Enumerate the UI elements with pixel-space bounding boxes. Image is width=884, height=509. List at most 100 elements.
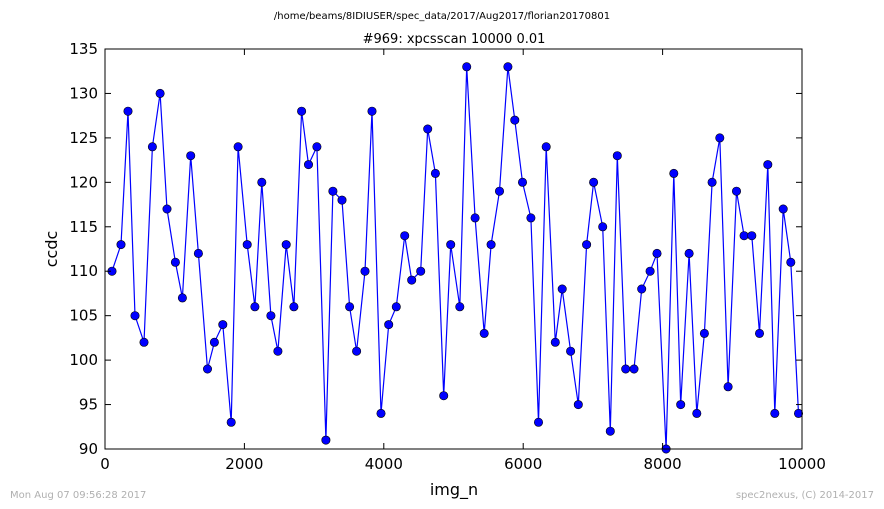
data-point xyxy=(573,400,583,410)
data-point xyxy=(778,204,788,214)
data-point xyxy=(242,240,252,250)
x-tick-label: 2000 xyxy=(225,455,263,473)
data-point xyxy=(541,142,551,152)
data-point xyxy=(170,257,180,267)
data-point xyxy=(123,106,133,116)
data-point xyxy=(455,302,465,312)
data-point xyxy=(566,346,576,356)
data-point xyxy=(376,408,386,418)
data-point xyxy=(130,311,140,321)
y-tick-label: 135 xyxy=(69,40,98,58)
suptitle: /home/beams/8IDIUSER/spec_data/2017/Aug2… xyxy=(274,11,610,22)
data-point xyxy=(407,275,417,285)
data-point xyxy=(139,337,149,347)
data-point xyxy=(598,222,608,232)
data-point xyxy=(645,266,655,276)
data-point xyxy=(754,328,764,338)
data-point xyxy=(763,160,773,170)
data-point xyxy=(503,62,513,72)
data-point xyxy=(162,204,172,214)
data-point xyxy=(177,293,187,303)
data-point xyxy=(439,391,449,401)
data-point xyxy=(494,186,504,196)
plot-frame xyxy=(104,48,803,450)
data-point xyxy=(226,417,236,427)
footer-timestamp: Mon Aug 07 09:56:28 2017 xyxy=(10,490,146,501)
x-tick-label: 8000 xyxy=(644,455,682,473)
data-point xyxy=(337,195,347,205)
data-point xyxy=(303,160,313,170)
y-tick-label: 120 xyxy=(69,173,98,191)
data-point xyxy=(669,168,679,178)
series-group xyxy=(107,62,803,454)
data-point xyxy=(747,231,757,241)
data-point xyxy=(209,337,219,347)
data-point xyxy=(321,435,331,445)
data-point xyxy=(257,177,267,187)
data-point xyxy=(715,133,725,143)
axes: 0 2000 4000 6000 8000 10000 90 95 100 105 110 115 12… xyxy=(69,40,826,473)
data-point xyxy=(793,408,803,418)
x-tick-label: 4000 xyxy=(365,455,403,473)
data-point xyxy=(517,177,527,187)
data-point xyxy=(281,240,291,250)
data-point xyxy=(297,106,307,116)
data-point xyxy=(266,311,276,321)
data-point xyxy=(621,364,631,374)
data-point xyxy=(352,346,362,356)
data-point xyxy=(731,186,741,196)
data-point xyxy=(526,213,536,223)
data-point xyxy=(589,177,599,187)
data-point xyxy=(510,115,520,125)
plot-area xyxy=(107,62,803,454)
data-point xyxy=(629,364,639,374)
data-point xyxy=(430,168,440,178)
data-point xyxy=(462,62,472,72)
data-point xyxy=(193,248,203,258)
data-point xyxy=(770,408,780,418)
x-tick-label: 10000 xyxy=(778,455,826,473)
footer-credit: spec2nexus, (C) 2014-2017 xyxy=(736,490,874,501)
data-point xyxy=(786,257,796,267)
data-point xyxy=(250,302,260,312)
y-axis-label: ccdc xyxy=(42,231,61,268)
y-tick-label: 115 xyxy=(69,218,98,236)
data-point xyxy=(345,302,355,312)
data-point xyxy=(147,142,157,152)
data-point xyxy=(273,346,283,356)
data-point xyxy=(391,302,401,312)
data-point xyxy=(384,320,394,330)
data-point xyxy=(233,142,243,152)
data-point xyxy=(328,186,338,196)
data-point xyxy=(676,400,686,410)
data-point xyxy=(312,142,322,152)
data-point xyxy=(486,240,496,250)
data-point xyxy=(423,124,433,134)
data-point xyxy=(723,382,733,392)
data-point xyxy=(533,417,543,427)
data-point xyxy=(550,337,560,347)
y-tick-label: 95 xyxy=(79,396,98,414)
y-tick-label: 90 xyxy=(79,440,98,458)
data-point xyxy=(218,320,228,330)
data-point xyxy=(637,284,647,294)
y-tick-label: 100 xyxy=(69,351,98,369)
data-point xyxy=(605,426,615,436)
data-point xyxy=(557,284,567,294)
data-point xyxy=(692,408,702,418)
data-point xyxy=(155,88,165,98)
data-point xyxy=(707,177,717,187)
data-point xyxy=(652,248,662,258)
y-tick-label: 125 xyxy=(69,129,98,147)
data-point xyxy=(582,240,592,250)
x-tick-label: 6000 xyxy=(504,455,542,473)
data-point xyxy=(699,328,709,338)
data-point xyxy=(360,266,370,276)
data-point xyxy=(684,248,694,258)
data-point xyxy=(612,151,622,161)
data-point xyxy=(289,302,299,312)
y-tick-label: 110 xyxy=(69,262,98,280)
data-point xyxy=(479,328,489,338)
data-point xyxy=(470,213,480,223)
